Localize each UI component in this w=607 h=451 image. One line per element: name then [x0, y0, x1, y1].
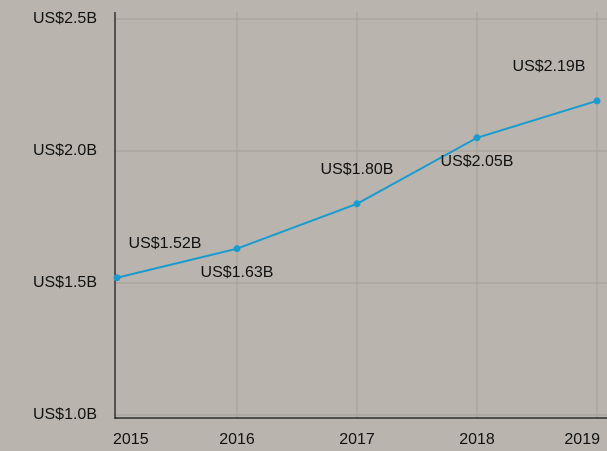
x-tick-label: 2017 — [339, 431, 375, 448]
y-tick-label: US$1.5B — [33, 274, 97, 291]
data-label: US$1.63B — [201, 264, 274, 281]
x-tick-label: 2016 — [219, 431, 255, 448]
data-label: US$2.05B — [441, 153, 514, 170]
y-tick-label: US$1.0B — [33, 406, 97, 423]
data-label: US$2.19B — [513, 58, 586, 75]
data-point — [473, 134, 481, 142]
data-point — [593, 97, 601, 105]
data-point — [353, 200, 361, 208]
data-label: US$1.52B — [129, 235, 202, 252]
data-point — [233, 245, 241, 253]
x-tick-label: 2019 — [564, 431, 600, 448]
x-tick-label: 2018 — [459, 431, 495, 448]
y-tick-label: US$2.5B — [33, 10, 97, 27]
y-tick-label: US$2.0B — [33, 142, 97, 159]
data-point — [113, 274, 121, 282]
x-tick-label: 2015 — [113, 431, 149, 448]
data-label: US$1.80B — [321, 161, 394, 178]
